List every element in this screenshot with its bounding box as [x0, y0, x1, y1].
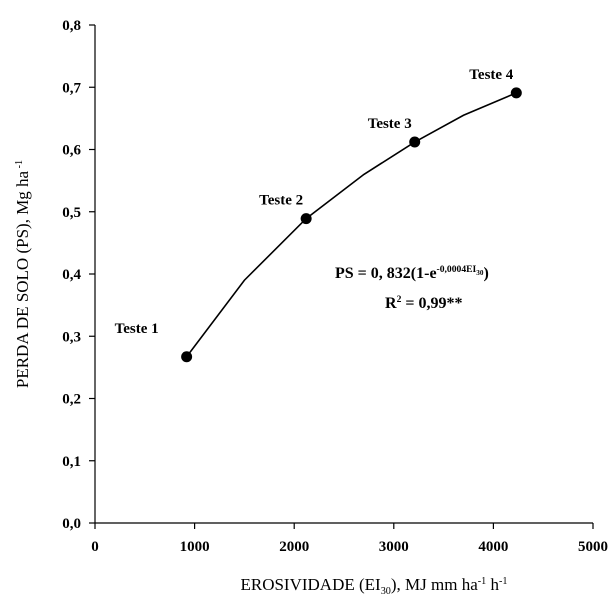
y-tick-label: 0,2 — [62, 392, 81, 408]
text-part: -1 — [14, 160, 25, 171]
x-tick-label: 5000 — [578, 539, 608, 555]
text-part: 30 — [381, 586, 391, 596]
x-tick-label: 1000 — [180, 539, 210, 555]
text-part: = 0,99** — [401, 295, 462, 312]
text-part: PS = 0, 832(1-e — [335, 265, 437, 282]
point — [181, 351, 193, 363]
y-axis-title: PERDA DE SOLO (PS), Mg ha -1 — [13, 160, 32, 388]
y-tick-label: 0,8 — [62, 18, 81, 34]
x-tick-label: 4000 — [478, 539, 508, 555]
fit-curve — [185, 92, 517, 358]
x-tick-label: 0 — [91, 539, 99, 555]
y-tick-label: 0,0 — [62, 516, 81, 532]
y-tick-label: 0,3 — [62, 329, 81, 345]
x-tick-label: 3000 — [379, 539, 409, 555]
y-tick-label: 0,5 — [62, 205, 81, 221]
point-label: Teste 2 — [259, 193, 303, 209]
point-label: Teste 4 — [469, 67, 514, 83]
point-label: Teste 3 — [368, 116, 412, 132]
r-squared: R2 = 0,99** — [385, 294, 462, 312]
point — [300, 213, 312, 225]
x-axis-title: EROSIVIDADE (EI30), MJ mm ha-1 h-1 — [240, 575, 507, 596]
text-part: 30 — [476, 269, 484, 277]
text-part: ) — [483, 265, 488, 282]
point-label: Teste 1 — [115, 321, 159, 337]
equation: PS = 0, 832(1-e-0,0004EI30) — [335, 264, 489, 282]
text-part: 2 — [397, 294, 402, 305]
x-tick-label: 2000 — [279, 539, 309, 555]
y-tick-label: 0,7 — [62, 80, 81, 96]
text-part: h — [486, 575, 499, 594]
text-part: R — [385, 295, 397, 312]
y-tick-label: 0,4 — [62, 267, 81, 283]
text-part: -0,0004EI — [437, 264, 477, 275]
text-part: -1 — [499, 576, 508, 587]
text-part: ), MJ mm ha — [391, 575, 478, 594]
text-part: PERDA DE SOLO (PS), Mg ha — [13, 170, 32, 388]
text-part: EROSIVIDADE (EI — [240, 575, 381, 594]
y-tick-label: 0,6 — [62, 143, 81, 159]
point — [409, 136, 421, 148]
point — [510, 87, 522, 99]
text-part: -1 — [478, 576, 487, 587]
y-tick-label: 0,1 — [62, 454, 81, 470]
